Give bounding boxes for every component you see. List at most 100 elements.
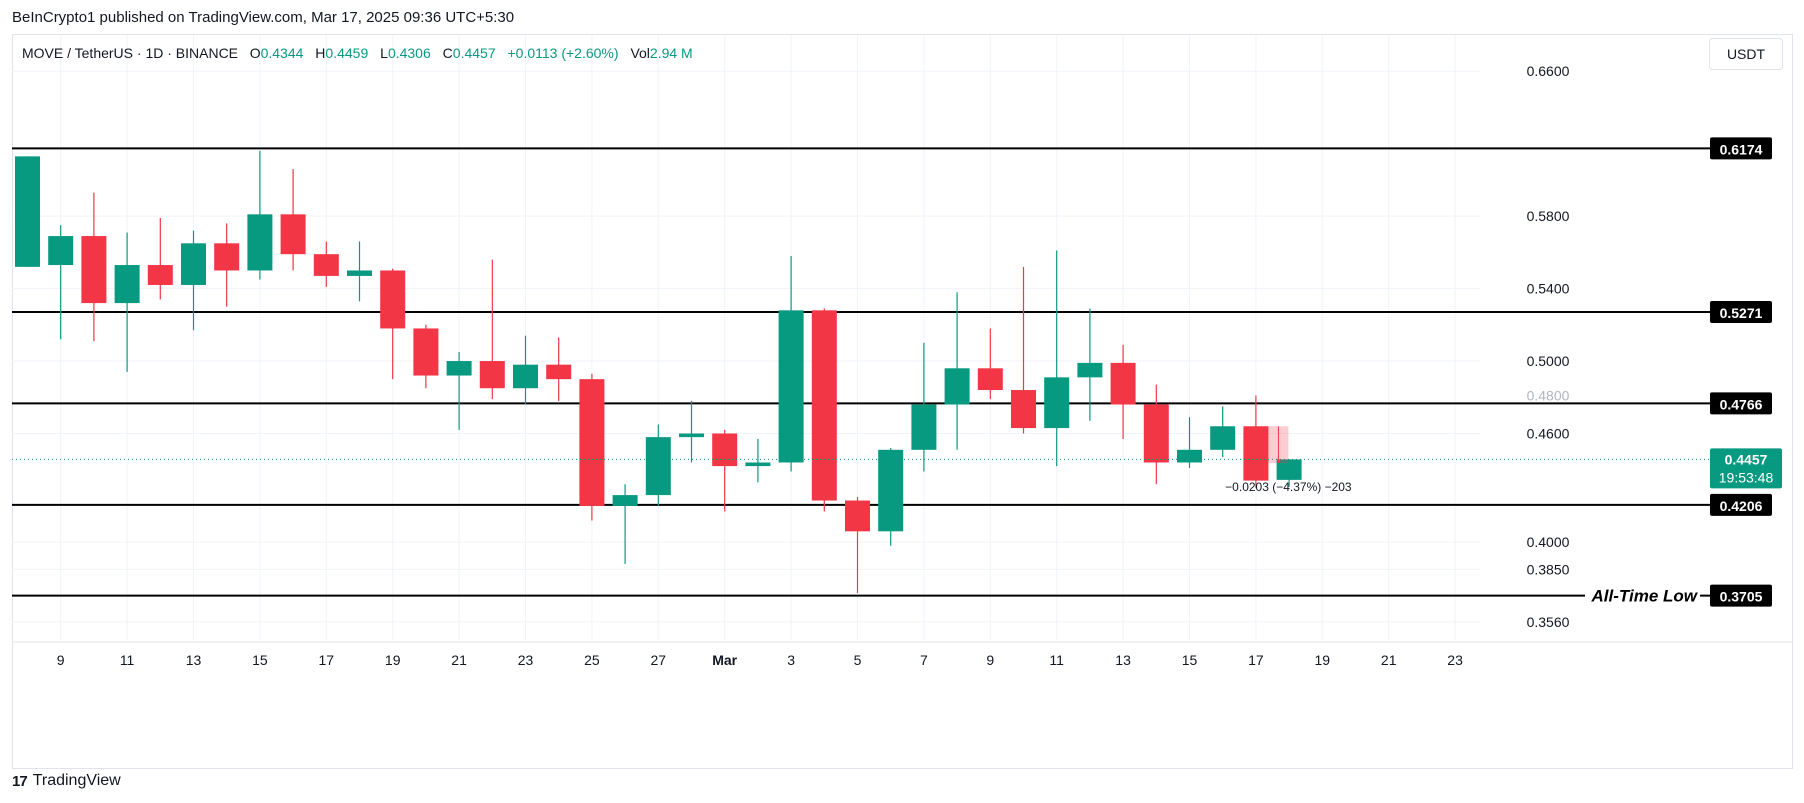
level-badge-2 xyxy=(1710,392,1772,415)
level-badge-0 xyxy=(1710,137,1772,160)
legend-low-value: 0.4306 xyxy=(387,45,431,61)
y-tick-label-1: 0.5800 xyxy=(1527,208,1570,224)
candle-body-14 xyxy=(479,361,505,389)
level-badge-4 xyxy=(1710,584,1772,607)
level-badge-1 xyxy=(1710,300,1772,323)
tradingview-brand: TradingView xyxy=(32,772,121,789)
y-tick-label-4: 0.4600 xyxy=(1527,426,1570,442)
grid-layer xyxy=(12,35,1792,643)
candle-body-35 xyxy=(1177,449,1202,463)
x-tick-label-21: 23 xyxy=(1447,652,1463,668)
level-badge-3 xyxy=(1710,493,1772,516)
candle-body-22 xyxy=(745,462,771,467)
candle-body-19 xyxy=(645,437,671,496)
legend-low-label: L xyxy=(380,45,388,61)
candle-body-33 xyxy=(1110,362,1136,405)
candle-body-26 xyxy=(878,449,904,532)
x-tick-label-11: 3 xyxy=(787,652,795,668)
y-tick-label-partial: 0.4800 xyxy=(1527,387,1570,403)
candle-body-2 xyxy=(81,236,107,304)
candle-body-31 xyxy=(1044,377,1070,429)
y-tick-label-6: 0.3850 xyxy=(1527,561,1570,577)
candle-body-4 xyxy=(147,265,173,285)
legend-volume-value: 2.94 M xyxy=(649,45,693,61)
legend-volume-label: Vol xyxy=(630,45,650,61)
candle-body-30 xyxy=(1011,390,1036,429)
currency-button[interactable]: USDT xyxy=(1709,38,1783,70)
candle-body-24 xyxy=(811,310,837,501)
candle-body-32 xyxy=(1077,362,1103,378)
x-tick-label-12: 5 xyxy=(854,652,862,668)
candle-body-21 xyxy=(712,433,738,467)
candle-layer xyxy=(15,150,1302,593)
measure-label: −0.0203 (−4.37%) −203 xyxy=(1225,480,1352,494)
candle-body-12 xyxy=(413,328,439,376)
x-tick-label-0: 9 xyxy=(57,652,65,668)
x-tick-label-1: 11 xyxy=(120,652,135,668)
y-tick-label-0: 0.6600 xyxy=(1527,63,1570,79)
candle-body-27 xyxy=(911,404,937,450)
candle-body-6 xyxy=(214,243,240,271)
candle-body-20 xyxy=(679,433,704,438)
x-tick-label-6: 21 xyxy=(451,652,467,668)
x-tick-label-19: 19 xyxy=(1315,652,1331,668)
candle-body-15 xyxy=(513,364,538,389)
x-tick-label-8: 25 xyxy=(584,652,600,668)
candle-body-17 xyxy=(579,379,605,506)
candle-body-25 xyxy=(845,500,870,532)
candle-body-34 xyxy=(1143,404,1169,463)
y-tick-label-2: 0.5400 xyxy=(1527,281,1570,297)
current-price-label: 0.4457 xyxy=(1725,451,1768,467)
level-badge-label-0: 0.6174 xyxy=(1720,141,1763,157)
x-tick-label-10: Mar xyxy=(712,652,737,668)
x-tick-label-2: 13 xyxy=(186,652,202,668)
x-tick-label-14: 9 xyxy=(986,652,994,668)
current-price-badge xyxy=(1710,448,1782,489)
legend-high-label: H xyxy=(315,45,326,61)
legend-open-label: O xyxy=(249,45,261,61)
legend-close-label: C xyxy=(442,45,453,61)
candle-body-13 xyxy=(446,361,472,376)
level-badge-label-1: 0.5271 xyxy=(1720,305,1763,321)
x-tick-label-5: 19 xyxy=(385,652,401,668)
x-tick-label-16: 13 xyxy=(1115,652,1131,668)
candle-body-11 xyxy=(380,270,406,329)
candle-body-37 xyxy=(1243,426,1269,481)
legend-symbol[interactable]: MOVE / TetherUS · 1D · BINANCE xyxy=(22,45,239,61)
level-badge-label-4: 0.3705 xyxy=(1720,589,1763,605)
level-annotation-4: All-Time Low xyxy=(1591,587,1699,606)
legend-change: +0.0113 (+2.60%) xyxy=(507,45,619,61)
y-tick-label-3: 0.5000 xyxy=(1527,353,1570,369)
x-tick-label-7: 23 xyxy=(518,652,534,668)
candle-body-5 xyxy=(181,243,206,285)
level-badge-label-3: 0.4206 xyxy=(1720,498,1763,514)
candle-body-28 xyxy=(944,368,970,405)
current-price-countdown: 19:53:48 xyxy=(1719,469,1774,485)
axis-layer: 0.6600 0.5800 0.5400 0.5000 0.4600 0.4000 0.38… xyxy=(57,63,1782,668)
y-tick-label-5: 0.4000 xyxy=(1527,534,1570,550)
candle-body-1 xyxy=(48,236,74,266)
x-tick-label-17: 15 xyxy=(1182,652,1198,668)
candle-body-10 xyxy=(347,270,372,276)
x-tick-label-18: 17 xyxy=(1248,652,1264,668)
legend-close-value: 0.4457 xyxy=(452,45,496,61)
publisher-line: BeInCrypto1 published on TradingView.com… xyxy=(12,9,515,26)
y-tick-label-7: 0.3560 xyxy=(1527,614,1570,630)
level-annotation-bg-4 xyxy=(1585,584,1700,607)
chart-frame xyxy=(12,34,1793,769)
overlay-layer: −0.0203 (−4.37%) −203 xyxy=(12,426,1710,494)
legend-open-value: 0.4344 xyxy=(260,45,304,61)
candle-body-38 xyxy=(1276,459,1302,480)
x-tick-label-15: 11 xyxy=(1049,652,1064,668)
x-tick-label-4: 17 xyxy=(319,652,335,668)
x-tick-label-20: 21 xyxy=(1381,652,1397,668)
candle-body-16 xyxy=(546,364,572,380)
x-tick-label-9: 27 xyxy=(651,652,667,668)
tradingview-footer[interactable]: 17 TradingView xyxy=(12,772,121,790)
candle-body-36 xyxy=(1210,426,1236,450)
candle-body-18 xyxy=(612,495,638,506)
x-tick-label-3: 15 xyxy=(252,652,268,668)
symbol-legend: MOVE / TetherUS · 1D · BINANCE O0.4344 H… xyxy=(22,45,701,61)
candle-body-0 xyxy=(15,156,40,267)
